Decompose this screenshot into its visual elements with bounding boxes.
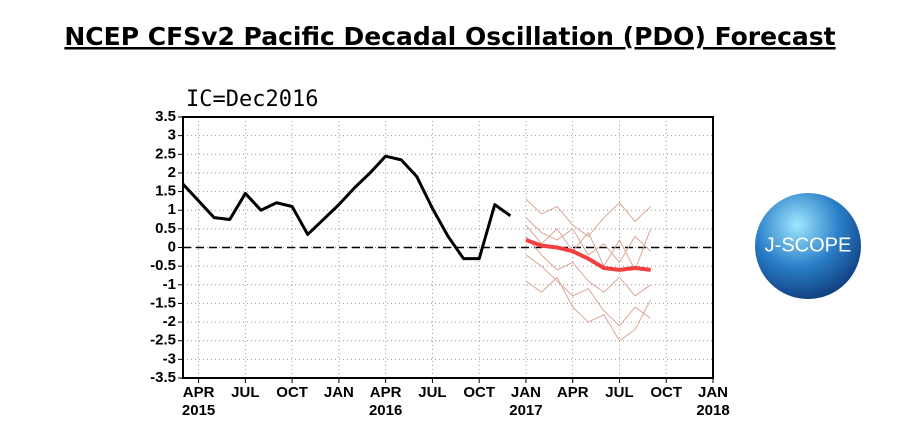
logo: J-SCOPE [755,193,861,299]
y-tick-label: 2 [168,164,176,181]
y-tick-label: 0.5 [155,220,176,237]
logo-circle [755,193,861,299]
series-line [525,254,651,327]
logo-text: J-SCOPE [765,234,852,256]
y-tick-label: -1.5 [150,294,176,311]
x-tick-label: OCT [650,384,682,401]
x-year-label: 2016 [369,402,402,419]
y-tick-label: -0.5 [150,257,176,274]
x-tick-label: JAN [698,384,728,401]
x-year-label: 2018 [696,402,729,419]
series-line [525,276,652,342]
y-tick-label: -1 [163,276,176,293]
x-tick-label: JUL [605,384,633,401]
chart-title: NCEP CFSv2 Pacific Decadal Oscillation (… [64,22,835,51]
x-tick-label: APR [183,384,215,401]
series-line [181,154,512,261]
y-tick-label: 2.5 [155,145,176,162]
y-tick-label: 3 [168,127,176,144]
y-tick-label: -3.5 [150,369,176,386]
y-tick-label: 3.5 [155,108,176,125]
y-tick-label: -3 [163,350,176,367]
series-line [525,235,651,297]
x-tick-label: JAN [324,384,354,401]
x-tick-label: OCT [276,384,308,401]
x-tick-label: OCT [463,384,495,401]
x-year-label: 2015 [182,402,215,419]
y-tick-label: 1 [168,201,176,218]
series-line [525,198,651,237]
x-tick-label: APR [370,384,402,401]
y-tick-label: 0 [168,238,176,255]
x-tick-label: JUL [231,384,259,401]
y-tick-label: 1.5 [155,183,176,200]
y-tick-label: -2.5 [150,332,176,349]
x-tick-label: JAN [511,384,541,401]
series-line [525,217,651,263]
x-tick-label: APR [557,384,589,401]
chart-subtitle: IC=Dec2016 [186,87,318,112]
y-tick-label: -2 [163,313,176,330]
plot-frame [182,116,714,379]
series-line [525,238,651,272]
series-line [525,224,652,271]
x-year-label: 2017 [509,402,542,419]
x-tick-label: JUL [418,384,446,401]
